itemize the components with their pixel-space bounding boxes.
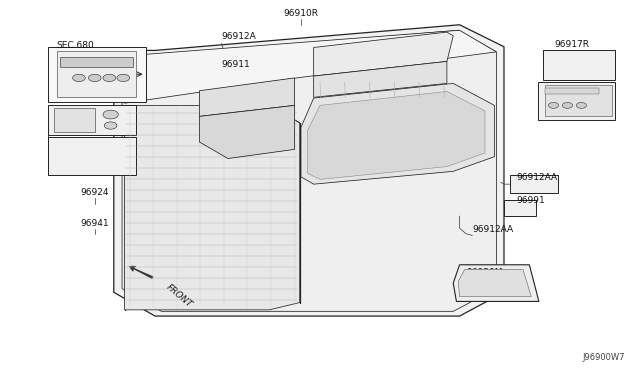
Circle shape [104, 122, 117, 129]
Circle shape [576, 102, 586, 108]
Polygon shape [543, 51, 615, 80]
Text: 96930M: 96930M [466, 267, 502, 276]
Text: 96912N: 96912N [358, 157, 394, 166]
Polygon shape [307, 92, 485, 179]
Text: 96912AA: 96912AA [472, 225, 513, 234]
Text: SEC.680: SEC.680 [57, 41, 95, 51]
Circle shape [117, 74, 130, 81]
Text: 96991: 96991 [516, 196, 545, 205]
Circle shape [88, 74, 101, 81]
Text: 68474X: 68474X [545, 87, 580, 96]
Circle shape [563, 102, 573, 108]
Polygon shape [125, 30, 497, 103]
Bar [60, 57, 133, 67]
Text: 96924: 96924 [81, 188, 109, 197]
Polygon shape [54, 108, 95, 132]
Text: 68430M: 68430M [212, 111, 248, 120]
Polygon shape [122, 30, 497, 311]
Text: 96926N: 96926N [349, 140, 384, 149]
Polygon shape [125, 105, 300, 310]
Text: 96910R: 96910R [284, 9, 319, 18]
Text: (68414N): (68414N) [57, 52, 99, 61]
Text: 96921: 96921 [377, 45, 406, 54]
Polygon shape [49, 47, 145, 102]
Polygon shape [114, 25, 504, 316]
Polygon shape [314, 61, 447, 97]
Circle shape [72, 74, 85, 81]
Polygon shape [510, 175, 558, 193]
Text: 96919A: 96919A [403, 45, 437, 54]
Polygon shape [57, 51, 136, 97]
Polygon shape [545, 85, 612, 116]
Polygon shape [49, 105, 136, 135]
Text: 96912A: 96912A [221, 32, 257, 41]
Text: 96917R: 96917R [555, 39, 589, 49]
Polygon shape [200, 105, 294, 158]
Text: 96912AA: 96912AA [516, 173, 558, 182]
Text: 96911: 96911 [221, 60, 250, 69]
Polygon shape [301, 83, 495, 184]
Text: 96941: 96941 [81, 219, 109, 228]
Polygon shape [453, 265, 539, 301]
Circle shape [548, 102, 559, 108]
Polygon shape [49, 137, 136, 175]
Text: FRONT: FRONT [164, 282, 194, 309]
Circle shape [103, 74, 116, 81]
Text: J96900W7: J96900W7 [582, 353, 625, 362]
Polygon shape [504, 199, 536, 216]
Polygon shape [314, 32, 453, 76]
Circle shape [103, 110, 118, 119]
Bar [545, 88, 599, 94]
Polygon shape [458, 270, 531, 296]
Polygon shape [200, 78, 294, 116]
Polygon shape [538, 81, 615, 120]
